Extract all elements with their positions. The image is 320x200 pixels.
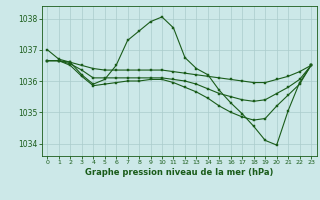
X-axis label: Graphe pression niveau de la mer (hPa): Graphe pression niveau de la mer (hPa) xyxy=(85,168,273,177)
